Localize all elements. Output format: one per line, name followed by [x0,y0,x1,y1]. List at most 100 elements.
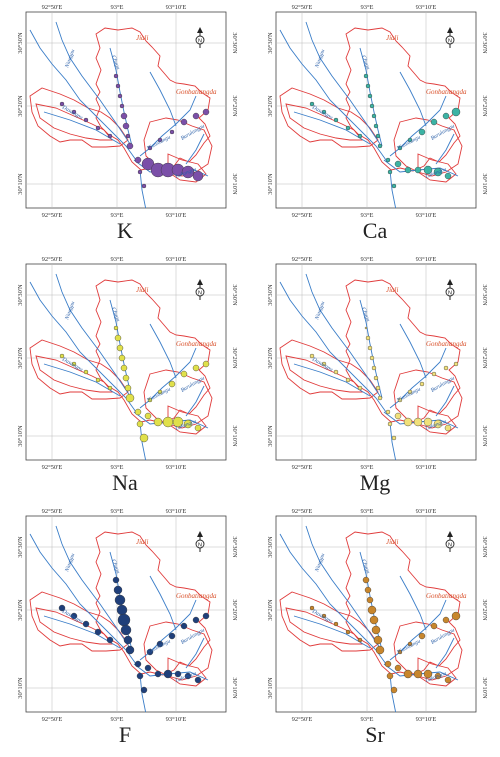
panel-caption: K [117,218,133,243]
north-arrow-icon: N [195,27,205,48]
sampling-station-marker [333,117,339,123]
lat-tick-label-right: 30°10'N [231,425,238,447]
sampling-station-marker [377,395,383,401]
sampling-station-marker [112,576,120,584]
north-arrow-icon: N [195,531,205,552]
river-line [29,281,137,413]
lat-tick-label-right: 30°10'N [481,173,488,195]
lon-tick-label-bottom: 92°50'E [292,716,313,723]
catchment-boundary [143,117,213,177]
sampling-station-marker [345,377,351,383]
catchment-boundary [29,339,129,400]
lat-tick-label-left: 30°30'N [17,536,24,558]
sampling-station-marker [365,83,371,89]
sampling-station-marker [407,641,413,647]
sampling-station-marker [95,377,101,383]
river-line [109,299,133,399]
sampling-station-marker [423,417,433,427]
map-frame [25,515,227,713]
sampling-station-marker [419,381,425,387]
catchment-boundary [35,103,113,141]
sampling-station-marker [321,109,327,115]
lat-tick-label-left: 30°30'N [267,536,274,558]
sampling-station-marker [117,93,123,99]
lon-tick-label-bottom: 93°10'E [166,464,187,471]
lat-tick-label-right: 30°30'N [231,536,238,558]
sampling-station-marker [404,166,412,174]
sampling-station-marker [157,137,163,143]
river-line [305,273,381,397]
sampling-station-marker [418,632,426,640]
lat-tick-label-right: 30°30'N [231,32,238,54]
sampling-station-marker [397,397,403,403]
place-label-jiali: Jiali [136,538,148,546]
sampling-station-marker [403,669,413,679]
sampling-station-marker [126,142,134,150]
lon-tick-label-top: 93°10'E [416,256,437,263]
catchment-boundary [393,117,463,177]
panel-caption: Sr [365,722,385,747]
sampling-station-marker [141,183,147,189]
sampling-station-marker [202,612,210,620]
place-label-gonbatiangda: Gonbatiangda [426,88,467,96]
sampling-station-marker [154,670,162,678]
sampling-station-marker [345,629,351,635]
sampling-station-marker [113,73,119,79]
sampling-station-marker [367,605,377,615]
sampling-station-marker [433,419,443,429]
catchment-boundary [285,607,363,645]
sampling-station-marker [442,112,450,120]
map-panel-k: 92°50'E 92°50'E 93°E 93°E 93°10'E 93°10'E 30°3… [0,0,250,252]
north-arrow-icon: N [445,531,455,552]
river-label-chugu: Chugu [360,307,371,323]
sampling-station-marker [397,649,403,655]
place-label-gonbatiangda: Gonbatiangda [426,592,467,600]
sampling-station-marker [117,613,131,627]
river-line [185,133,205,165]
sampling-station-marker [180,118,188,126]
sampling-station-marker [146,648,154,656]
sampling-station-marker [134,156,142,164]
river-line [149,71,177,127]
sampling-station-marker [384,660,392,668]
sampling-station-marker [371,113,377,119]
lon-tick-label-top: 93°E [110,256,123,263]
lat-tick-label-left: 30°20'N [267,95,274,117]
sampling-station-marker [147,145,153,151]
sampling-station-marker [364,586,372,594]
river-line [43,111,121,145]
sampling-station-marker [371,365,377,371]
sampling-station-marker [364,326,368,330]
river-line [55,273,131,397]
sampling-station-marker [144,664,152,672]
sampling-station-marker [373,375,379,381]
river-line [185,385,205,417]
river-line [389,169,397,208]
sampling-station-marker [168,632,176,640]
lat-tick-label-right: 30°20'N [481,95,488,117]
river-line [435,637,455,669]
lon-tick-label-top: 93°10'E [166,256,187,263]
lat-tick-label-left: 30°20'N [267,599,274,621]
sampling-station-marker [375,645,385,655]
sampling-station-marker [433,167,443,177]
sampling-station-marker [202,108,210,116]
catchment-boundary [285,103,363,141]
sampling-station-marker [367,93,373,99]
place-label-gonbatiangda: Gonbatiangda [176,340,217,348]
lat-tick-label-right: 30°30'N [481,284,488,306]
lon-tick-label-top: 93°E [360,508,373,515]
sampling-station-marker [125,645,135,655]
lon-tick-label-top: 93°E [110,508,123,515]
sampling-station-marker [183,419,193,429]
north-symbol-text: N [198,542,202,548]
sampling-station-marker [172,416,184,428]
catchment-boundary [95,279,211,424]
lon-tick-label-top: 92°50'E [42,256,63,263]
sampling-station-marker [362,576,370,584]
lon-tick-label-top: 92°50'E [42,508,63,515]
lat-tick-label-right: 30°20'N [231,95,238,117]
sampling-station-marker [453,361,459,367]
river-label-chugu: Chugu [360,55,371,71]
